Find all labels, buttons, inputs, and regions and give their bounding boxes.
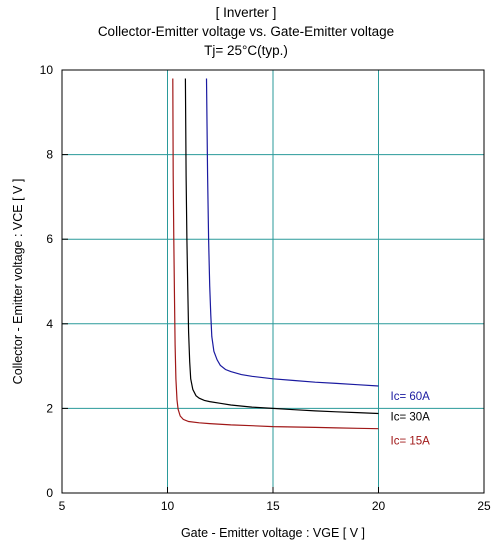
series-label: Ic= 60A (391, 391, 431, 403)
x-tick-label: 20 (372, 499, 386, 513)
series-labels: Ic= 60A Ic= 30A Ic= 15A (391, 391, 431, 448)
y-tick-label: 8 (46, 148, 53, 162)
series-layer (172, 78, 379, 430)
chart-title: [ Inverter ] (215, 5, 277, 20)
x-tick-label: 5 (59, 499, 66, 513)
x-tick-label: 10 (161, 499, 175, 513)
x-axis-title: Gate - Emitter voltage : VGE [ V ] (181, 526, 365, 540)
grid-lines (62, 70, 484, 493)
chart-subtitle: Collector-Emitter voltage vs. Gate-Emitt… (97, 24, 395, 39)
tick-labels: 5 10 15 20 25 0 2 4 6 8 10 (40, 63, 491, 513)
x-tick-label: 15 (266, 499, 280, 513)
tick-marks (61, 69, 485, 494)
series-label: Ic= 15A (391, 436, 431, 448)
x-tick-label: 25 (477, 499, 491, 513)
series-line (172, 78, 379, 430)
chart-condition: Tj= 25°C(typ.) (204, 43, 288, 58)
series-label: Ic= 30A (391, 411, 431, 423)
y-tick-label: 2 (46, 401, 53, 415)
y-tick-label: 4 (46, 317, 53, 331)
y-tick-label: 10 (40, 63, 54, 77)
y-tick-label: 6 (46, 232, 53, 246)
series-line (205, 78, 379, 387)
series-line (184, 78, 379, 415)
y-axis-title: Collector - Emitter voltage : VCE [ V ] (11, 179, 25, 385)
y-tick-label: 0 (46, 486, 53, 500)
